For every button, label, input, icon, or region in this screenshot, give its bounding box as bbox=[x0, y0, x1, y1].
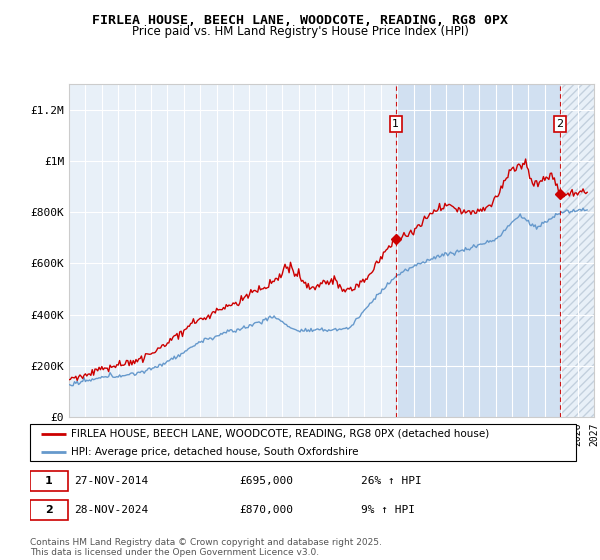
Text: Contains HM Land Registry data © Crown copyright and database right 2025.
This d: Contains HM Land Registry data © Crown c… bbox=[30, 538, 382, 557]
Text: 1: 1 bbox=[45, 475, 53, 486]
Text: 28-NOV-2024: 28-NOV-2024 bbox=[74, 505, 148, 515]
FancyBboxPatch shape bbox=[30, 423, 577, 461]
Text: 27-NOV-2014: 27-NOV-2014 bbox=[74, 475, 148, 486]
Text: £695,000: £695,000 bbox=[240, 475, 294, 486]
Text: 2: 2 bbox=[45, 505, 53, 515]
Text: 1: 1 bbox=[392, 119, 400, 129]
Text: £870,000: £870,000 bbox=[240, 505, 294, 515]
Text: FIRLEA HOUSE, BEECH LANE, WOODCOTE, READING, RG8 0PX (detached house): FIRLEA HOUSE, BEECH LANE, WOODCOTE, READ… bbox=[71, 429, 490, 439]
Text: 2: 2 bbox=[556, 119, 563, 129]
Text: HPI: Average price, detached house, South Oxfordshire: HPI: Average price, detached house, Sout… bbox=[71, 447, 359, 457]
Text: Price paid vs. HM Land Registry's House Price Index (HPI): Price paid vs. HM Land Registry's House … bbox=[131, 25, 469, 38]
FancyBboxPatch shape bbox=[30, 500, 68, 520]
Text: 9% ↑ HPI: 9% ↑ HPI bbox=[361, 505, 415, 515]
Text: 26% ↑ HPI: 26% ↑ HPI bbox=[361, 475, 422, 486]
FancyBboxPatch shape bbox=[30, 470, 68, 491]
Text: FIRLEA HOUSE, BEECH LANE, WOODCOTE, READING, RG8 0PX: FIRLEA HOUSE, BEECH LANE, WOODCOTE, READ… bbox=[92, 14, 508, 27]
